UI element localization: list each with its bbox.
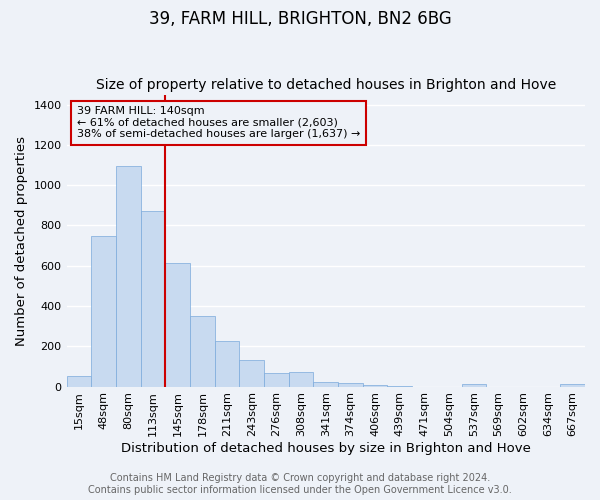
Bar [116,166,140,386]
Bar [140,212,165,386]
Bar [338,382,363,386]
Bar [165,262,190,386]
Bar [239,360,264,386]
Bar [215,340,239,386]
Y-axis label: Number of detached properties: Number of detached properties [15,136,28,346]
Bar [67,376,91,386]
Text: Contains HM Land Registry data © Crown copyright and database right 2024.
Contai: Contains HM Land Registry data © Crown c… [88,474,512,495]
Text: 39 FARM HILL: 140sqm
← 61% of detached houses are smaller (2,603)
38% of semi-de: 39 FARM HILL: 140sqm ← 61% of detached h… [77,106,360,140]
Bar [313,382,338,386]
X-axis label: Distribution of detached houses by size in Brighton and Hove: Distribution of detached houses by size … [121,442,531,455]
Bar [264,374,289,386]
Bar [91,236,116,386]
Title: Size of property relative to detached houses in Brighton and Hove: Size of property relative to detached ho… [95,78,556,92]
Bar [461,384,486,386]
Text: 39, FARM HILL, BRIGHTON, BN2 6BG: 39, FARM HILL, BRIGHTON, BN2 6BG [149,10,451,28]
Bar [560,384,585,386]
Bar [289,372,313,386]
Bar [363,385,388,386]
Bar [190,316,215,386]
